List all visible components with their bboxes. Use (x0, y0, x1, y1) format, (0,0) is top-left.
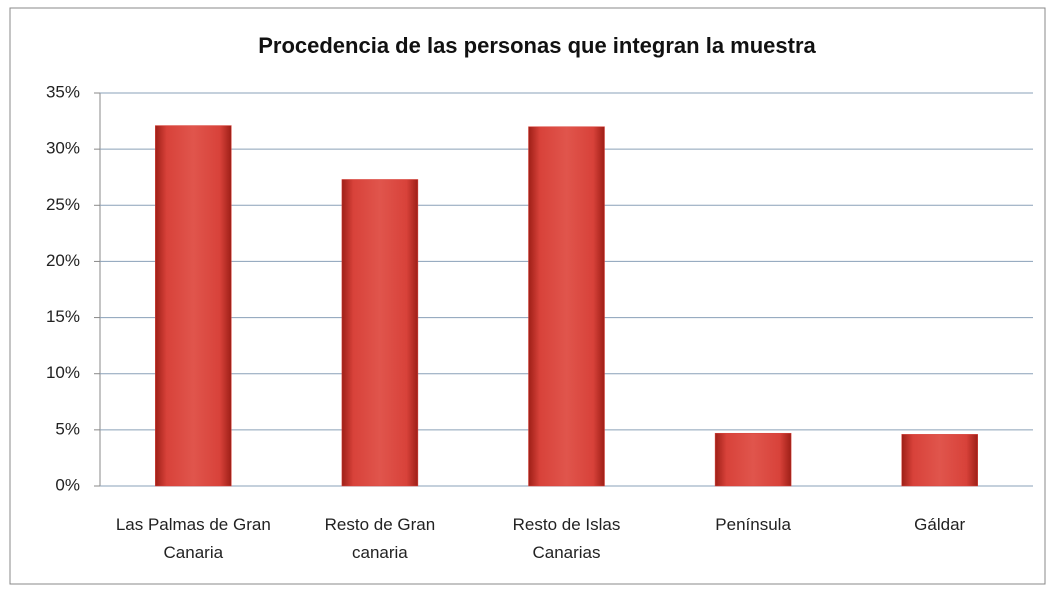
chart-title: Procedencia de las personas que integran… (258, 33, 816, 58)
y-tick-label: 0% (55, 475, 80, 494)
bar (901, 434, 978, 487)
x-tick-label: Península (715, 515, 791, 534)
y-tick-label: 25% (46, 195, 80, 214)
y-tick-label: 30% (46, 139, 80, 158)
y-tick-label: 10% (46, 363, 80, 382)
y-tick-label: 15% (46, 307, 80, 326)
bar (714, 432, 792, 487)
y-tick-label: 20% (46, 251, 80, 270)
bar (341, 179, 419, 487)
chart-frame (9, 7, 1046, 585)
x-tick-label: Resto de Islas Canarias (512, 515, 621, 562)
x-tick-label: Resto de Gran canaria (324, 515, 436, 562)
bar (155, 125, 232, 487)
y-tick-label: 35% (46, 82, 80, 101)
bar (528, 126, 605, 487)
x-tick-label: Las Palmas de Gran Canaria (115, 515, 271, 562)
x-tick-label: Gáldar (914, 515, 966, 534)
y-tick-label: 5% (55, 419, 80, 438)
